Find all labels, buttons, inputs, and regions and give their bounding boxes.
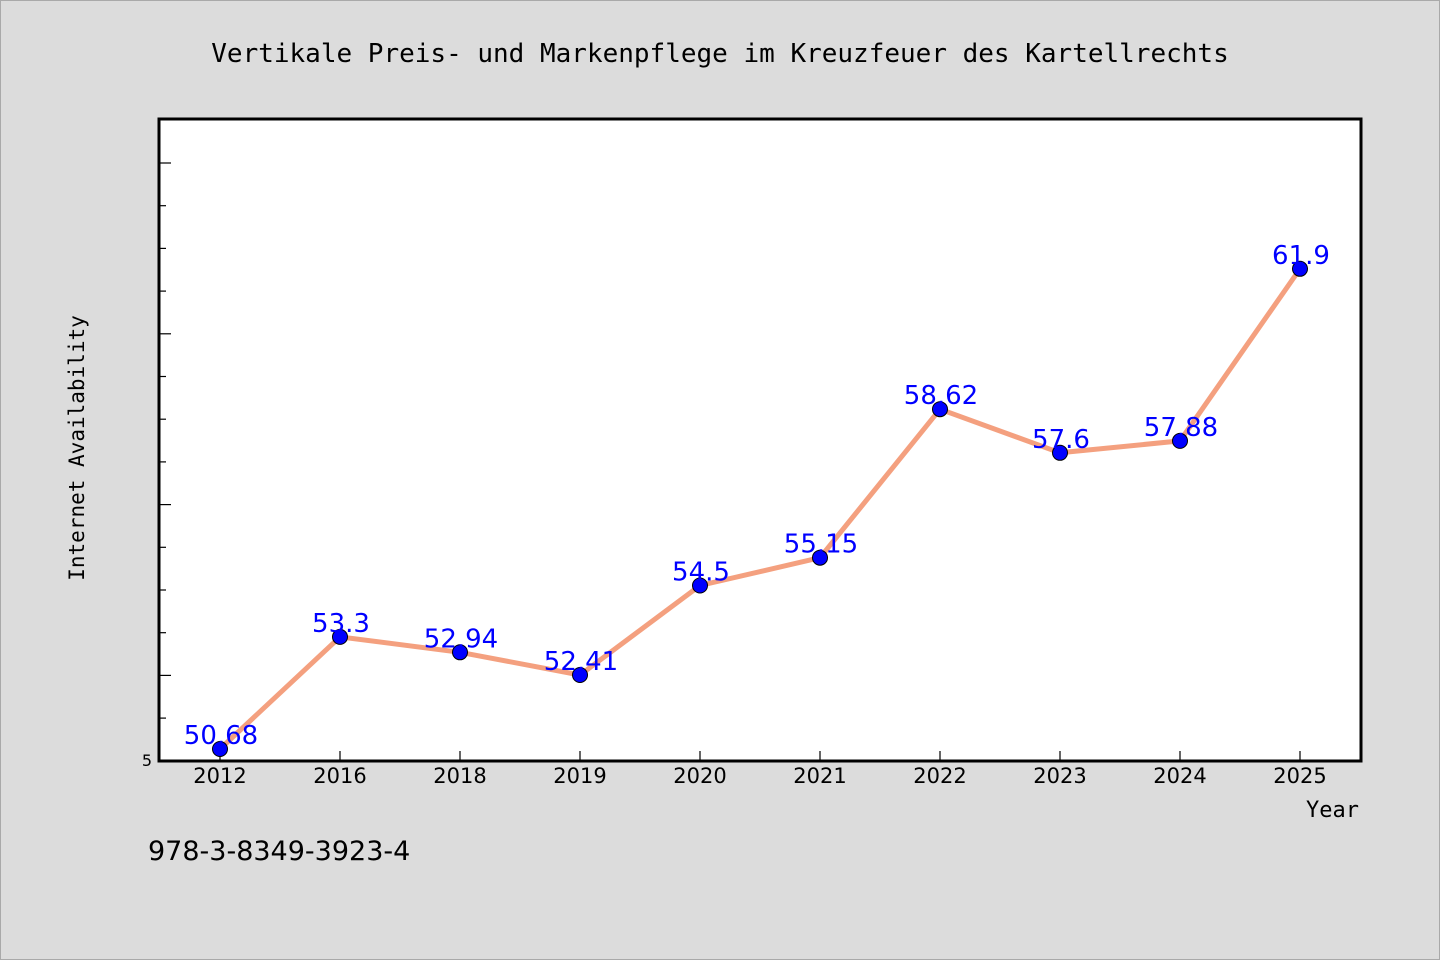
data-label: 57.88 bbox=[1144, 413, 1218, 443]
x-tick-label: 2018 bbox=[433, 764, 486, 788]
data-labels: 50.68 53.3 52.94 52.41 54.5 55.15 58.62 57.6 57.… bbox=[184, 241, 1330, 751]
data-point bbox=[452, 644, 468, 661]
data-point bbox=[572, 667, 588, 683]
data-point bbox=[1052, 444, 1068, 461]
x-tick-label: 2012 bbox=[193, 764, 246, 788]
x-tick-label: 2019 bbox=[553, 764, 606, 788]
series-line bbox=[217, 266, 1303, 752]
y-axis-label: Internet Availability bbox=[65, 315, 89, 581]
data-label: 52.94 bbox=[424, 624, 498, 654]
plot-area bbox=[157, 117, 1363, 763]
data-point bbox=[692, 577, 708, 594]
y-axis-ticks bbox=[159, 162, 171, 762]
data-point bbox=[1292, 260, 1308, 277]
data-label: 55.15 bbox=[784, 530, 858, 560]
x-axis-label: Year bbox=[1306, 798, 1359, 823]
x-tick-label: 2025 bbox=[1273, 764, 1326, 788]
data-point bbox=[332, 628, 348, 645]
x-tick-label: 2023 bbox=[1033, 764, 1086, 788]
data-point bbox=[932, 401, 948, 418]
data-label: 61.9 bbox=[1272, 241, 1330, 271]
data-label: 57.6 bbox=[1032, 425, 1090, 455]
x-tick-label: 2016 bbox=[313, 764, 366, 788]
data-label: 50.68 bbox=[184, 721, 258, 751]
x-tick-label: 2024 bbox=[1153, 764, 1206, 788]
data-point bbox=[812, 549, 828, 566]
data-label: 52.41 bbox=[544, 647, 618, 677]
data-label: 53.3 bbox=[312, 609, 370, 639]
data-markers bbox=[212, 260, 1308, 757]
x-tick-labels: 2012 2016 2018 2019 2020 2021 2022 2023 2024 2025 bbox=[193, 764, 1326, 788]
isbn-text: 978-3-8349-3923-4 bbox=[148, 836, 411, 867]
y-tick-label: 5 bbox=[142, 751, 152, 770]
data-point bbox=[212, 741, 228, 757]
x-tick-label: 2021 bbox=[793, 764, 846, 788]
chart-title: Vertikale Preis- und Markenpflege im Kre… bbox=[211, 39, 1228, 69]
data-point bbox=[1172, 432, 1188, 449]
data-label: 58.62 bbox=[904, 381, 978, 411]
x-tick-label: 2020 bbox=[673, 764, 726, 788]
data-label: 54.5 bbox=[672, 558, 730, 588]
x-tick-label: 2022 bbox=[913, 764, 966, 788]
